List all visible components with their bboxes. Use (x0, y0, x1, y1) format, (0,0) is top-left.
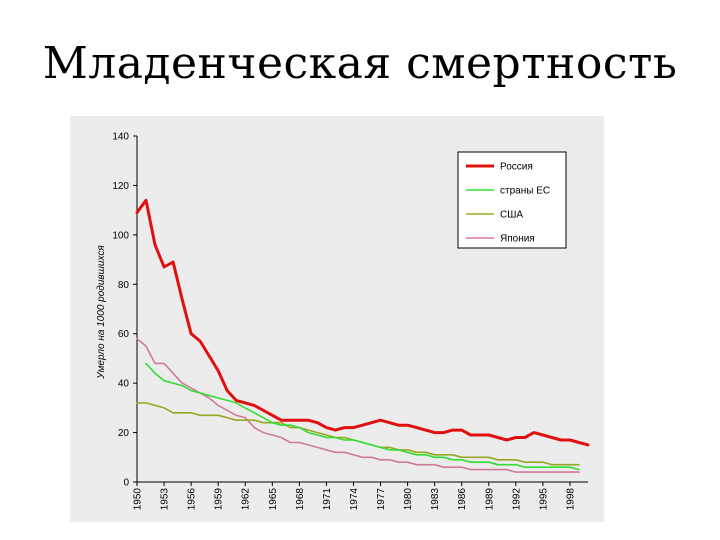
chart-axes: 0 20 40 60 80 100 120 140 1950 1953 1956 1959 1962 19… (112, 132, 588, 511)
series-line-0 (135, 198, 590, 447)
legend-label-3: Япония (500, 234, 535, 245)
legend-label-2: США (500, 210, 523, 221)
x-tick-label: 1983 (430, 488, 441, 511)
x-tick-label: 1959 (214, 488, 225, 511)
x-tick-label: 1953 (160, 488, 171, 511)
y-tick-label: 120 (112, 181, 129, 192)
y-tick-label: 20 (118, 428, 130, 439)
x-tick-label: 1989 (484, 488, 495, 511)
y-tick-label: 80 (118, 280, 130, 291)
x-tick-label: 1962 (241, 488, 252, 511)
x-tick-label: 1968 (295, 488, 306, 511)
legend-box (457, 151, 567, 249)
x-tick-label: 1977 (376, 488, 387, 511)
x-tick-label: 1986 (457, 488, 468, 511)
slide-title: Младенческая смертность (42, 38, 678, 89)
chart-legend: Россия страны ЕС США Япония (457, 151, 567, 249)
y-tick-label: 60 (118, 329, 130, 340)
x-tick-label: 1980 (403, 488, 414, 511)
legend-label-1: страны ЕС (500, 186, 550, 197)
x-tick-label: 1956 (187, 488, 198, 511)
y-tick-label: 0 (123, 478, 129, 489)
y-tick-label: 140 (112, 132, 129, 143)
series-line-1 (145, 362, 580, 471)
y-axis-label: Умерло на 1000 родившихся (96, 245, 107, 380)
x-tick-label: 1998 (565, 488, 576, 511)
chart-series-lines (135, 198, 590, 473)
x-tick-label: 1992 (511, 488, 522, 511)
x-tick-label: 1950 (133, 488, 144, 511)
x-tick-label: 1971 (322, 488, 333, 511)
x-tick-label: 1995 (538, 488, 549, 511)
legend-label-0: Россия (500, 162, 533, 173)
series-line-3 (136, 337, 580, 473)
x-tick-label: 1965 (268, 488, 279, 511)
y-tick-label: 40 (118, 379, 130, 390)
x-tick-label: 1974 (349, 488, 360, 511)
y-tick-label: 100 (112, 230, 129, 241)
